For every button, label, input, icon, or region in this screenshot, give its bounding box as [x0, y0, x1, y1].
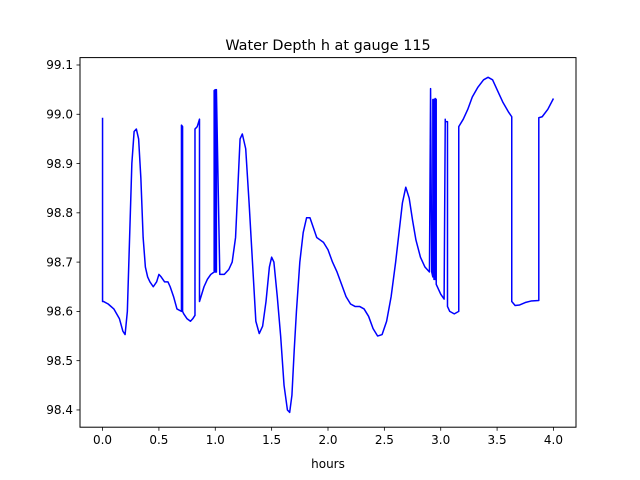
y-tick-label: 99.1: [46, 58, 73, 72]
x-tick-label: 1.5: [262, 433, 281, 447]
x-tick-label: 2.5: [375, 433, 394, 447]
series-line-0: [101, 76, 555, 414]
series-layer: [101, 76, 555, 414]
x-tick-label: 3.0: [431, 433, 450, 447]
y-tick-label: 98.4: [46, 403, 73, 417]
y-axis-ticks: 98.4 98.5 98.6 98.7 98.8 98.9 99.0 99.1: [46, 58, 80, 417]
x-tick-label: 1.0: [206, 433, 225, 447]
x-tick-label: 0.5: [149, 433, 168, 447]
x-axis-label: hours: [311, 457, 345, 471]
plot-area: [80, 57, 576, 428]
x-tick-label: 4.0: [544, 433, 563, 447]
x-tick-label: 2.0: [318, 433, 337, 447]
y-tick-label: 98.9: [46, 157, 73, 171]
y-tick-label: 98.8: [46, 206, 73, 220]
y-tick-label: 99.0: [46, 107, 73, 121]
x-tick-label: 0.0: [93, 433, 112, 447]
plot-frame: [79, 57, 577, 428]
y-tick-label: 98.6: [46, 305, 73, 319]
y-tick-label: 98.5: [46, 354, 73, 368]
chart-title: Water Depth h at gauge 115: [225, 38, 430, 54]
x-axis-ticks: 0.0 0.5 1.0 1.5 2.0 2.5 3.0 3.5 4.0: [93, 427, 563, 447]
y-tick-label: 98.7: [46, 255, 73, 269]
x-tick-label: 3.5: [488, 433, 507, 447]
